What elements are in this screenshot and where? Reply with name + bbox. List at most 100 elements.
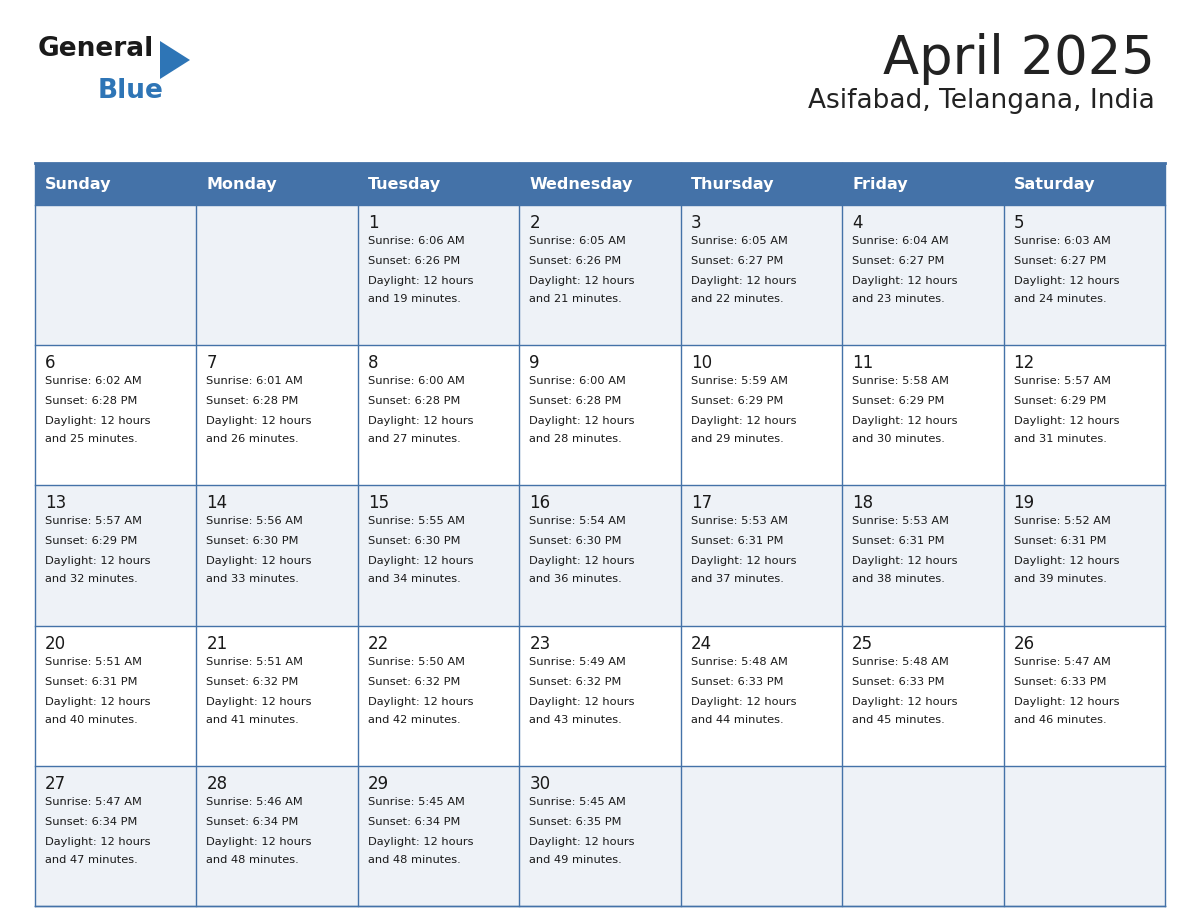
Bar	[358, 625, 519, 766]
Bar	[842, 766, 1004, 906]
Text: Daylight: 12 hours: Daylight: 12 hours	[368, 556, 473, 566]
Text: Daylight: 12 hours: Daylight: 12 hours	[368, 416, 473, 426]
Text: Sunrise: 5:57 AM: Sunrise: 5:57 AM	[1013, 376, 1111, 386]
Text: Daylight: 12 hours: Daylight: 12 hours	[852, 697, 958, 707]
Text: Sunset: 6:31 PM: Sunset: 6:31 PM	[852, 536, 944, 546]
Text: 13: 13	[45, 495, 67, 512]
Text: and 48 minutes.: and 48 minutes.	[207, 855, 299, 865]
Text: 1: 1	[368, 214, 379, 232]
Text: Daylight: 12 hours: Daylight: 12 hours	[690, 556, 796, 566]
Text: and 21 minutes.: and 21 minutes.	[530, 294, 623, 304]
Bar	[519, 625, 681, 766]
Text: Daylight: 12 hours: Daylight: 12 hours	[690, 276, 796, 286]
Bar	[842, 345, 1004, 486]
Text: and 40 minutes.: and 40 minutes.	[45, 714, 138, 724]
Text: Saturday: Saturday	[1013, 176, 1095, 192]
Text: Sunrise: 5:51 AM: Sunrise: 5:51 AM	[207, 656, 303, 666]
Bar	[34, 486, 196, 625]
Text: Sunrise: 5:49 AM: Sunrise: 5:49 AM	[530, 656, 626, 666]
Text: Thursday: Thursday	[690, 176, 775, 192]
Bar	[1004, 766, 1165, 906]
Text: Sunrise: 6:01 AM: Sunrise: 6:01 AM	[207, 376, 303, 386]
Text: Sunset: 6:32 PM: Sunset: 6:32 PM	[368, 677, 460, 687]
Text: Daylight: 12 hours: Daylight: 12 hours	[530, 416, 634, 426]
Text: Blue: Blue	[97, 78, 164, 104]
Text: Daylight: 12 hours: Daylight: 12 hours	[530, 837, 634, 846]
Bar	[681, 625, 842, 766]
Text: Sunrise: 5:53 AM: Sunrise: 5:53 AM	[690, 517, 788, 526]
Text: and 27 minutes.: and 27 minutes.	[368, 434, 461, 444]
Text: and 44 minutes.: and 44 minutes.	[690, 714, 783, 724]
Text: Sunset: 6:28 PM: Sunset: 6:28 PM	[207, 397, 299, 406]
Text: Sunrise: 5:47 AM: Sunrise: 5:47 AM	[45, 797, 141, 807]
Text: 16: 16	[530, 495, 550, 512]
Bar	[681, 345, 842, 486]
Text: and 31 minutes.: and 31 minutes.	[1013, 434, 1106, 444]
Text: 10: 10	[690, 354, 712, 372]
Text: and 46 minutes.: and 46 minutes.	[1013, 714, 1106, 724]
Text: and 33 minutes.: and 33 minutes.	[207, 575, 299, 585]
Text: Sunset: 6:28 PM: Sunset: 6:28 PM	[368, 397, 460, 406]
Bar	[681, 205, 842, 345]
Text: 5: 5	[1013, 214, 1024, 232]
Text: and 19 minutes.: and 19 minutes.	[368, 294, 461, 304]
Text: 30: 30	[530, 775, 550, 793]
Text: 22: 22	[368, 634, 390, 653]
Text: Daylight: 12 hours: Daylight: 12 hours	[368, 697, 473, 707]
Text: Daylight: 12 hours: Daylight: 12 hours	[1013, 416, 1119, 426]
Text: and 48 minutes.: and 48 minutes.	[368, 855, 461, 865]
Text: Daylight: 12 hours: Daylight: 12 hours	[207, 837, 312, 846]
Text: Sunset: 6:30 PM: Sunset: 6:30 PM	[207, 536, 299, 546]
Text: Daylight: 12 hours: Daylight: 12 hours	[1013, 556, 1119, 566]
Bar	[196, 625, 358, 766]
Text: Asifabad, Telangana, India: Asifabad, Telangana, India	[808, 88, 1155, 114]
Text: Sunrise: 5:58 AM: Sunrise: 5:58 AM	[852, 376, 949, 386]
Text: Sunset: 6:33 PM: Sunset: 6:33 PM	[852, 677, 944, 687]
Text: Sunset: 6:29 PM: Sunset: 6:29 PM	[690, 397, 783, 406]
Text: Daylight: 12 hours: Daylight: 12 hours	[690, 697, 796, 707]
Text: Daylight: 12 hours: Daylight: 12 hours	[207, 556, 312, 566]
Text: Sunset: 6:30 PM: Sunset: 6:30 PM	[530, 536, 621, 546]
Text: Sunset: 6:34 PM: Sunset: 6:34 PM	[368, 817, 460, 827]
Text: General: General	[38, 36, 154, 62]
Text: Sunrise: 6:05 AM: Sunrise: 6:05 AM	[690, 236, 788, 246]
Text: 25: 25	[852, 634, 873, 653]
Text: 24: 24	[690, 634, 712, 653]
Text: Sunrise: 5:45 AM: Sunrise: 5:45 AM	[368, 797, 465, 807]
Bar	[519, 345, 681, 486]
Bar	[519, 766, 681, 906]
Text: 15: 15	[368, 495, 388, 512]
Text: Sunset: 6:26 PM: Sunset: 6:26 PM	[530, 256, 621, 266]
Text: and 49 minutes.: and 49 minutes.	[530, 855, 623, 865]
Text: and 28 minutes.: and 28 minutes.	[530, 434, 623, 444]
Text: Sunrise: 5:57 AM: Sunrise: 5:57 AM	[45, 517, 143, 526]
Text: Sunrise: 5:48 AM: Sunrise: 5:48 AM	[852, 656, 949, 666]
Text: and 42 minutes.: and 42 minutes.	[368, 714, 461, 724]
Bar	[681, 766, 842, 906]
Text: Sunset: 6:32 PM: Sunset: 6:32 PM	[207, 677, 299, 687]
Bar	[519, 486, 681, 625]
Bar	[34, 766, 196, 906]
Text: and 22 minutes.: and 22 minutes.	[690, 294, 783, 304]
Text: Daylight: 12 hours: Daylight: 12 hours	[207, 416, 312, 426]
Bar	[358, 345, 519, 486]
Bar	[1004, 486, 1165, 625]
Text: Sunset: 6:31 PM: Sunset: 6:31 PM	[1013, 536, 1106, 546]
Text: Sunrise: 5:48 AM: Sunrise: 5:48 AM	[690, 656, 788, 666]
Text: Daylight: 12 hours: Daylight: 12 hours	[1013, 697, 1119, 707]
Text: Daylight: 12 hours: Daylight: 12 hours	[45, 556, 151, 566]
Text: Sunset: 6:33 PM: Sunset: 6:33 PM	[1013, 677, 1106, 687]
Text: Sunset: 6:34 PM: Sunset: 6:34 PM	[45, 817, 138, 827]
Text: 17: 17	[690, 495, 712, 512]
Text: Sunset: 6:31 PM: Sunset: 6:31 PM	[690, 536, 783, 546]
Text: 12: 12	[1013, 354, 1035, 372]
Bar	[842, 205, 1004, 345]
Text: Sunset: 6:35 PM: Sunset: 6:35 PM	[530, 817, 621, 827]
Text: Sunset: 6:27 PM: Sunset: 6:27 PM	[1013, 256, 1106, 266]
Text: and 32 minutes.: and 32 minutes.	[45, 575, 138, 585]
Text: Sunset: 6:30 PM: Sunset: 6:30 PM	[368, 536, 461, 546]
Bar	[358, 486, 519, 625]
Text: Sunset: 6:28 PM: Sunset: 6:28 PM	[530, 397, 621, 406]
Text: Daylight: 12 hours: Daylight: 12 hours	[45, 416, 151, 426]
Text: Sunset: 6:32 PM: Sunset: 6:32 PM	[530, 677, 621, 687]
